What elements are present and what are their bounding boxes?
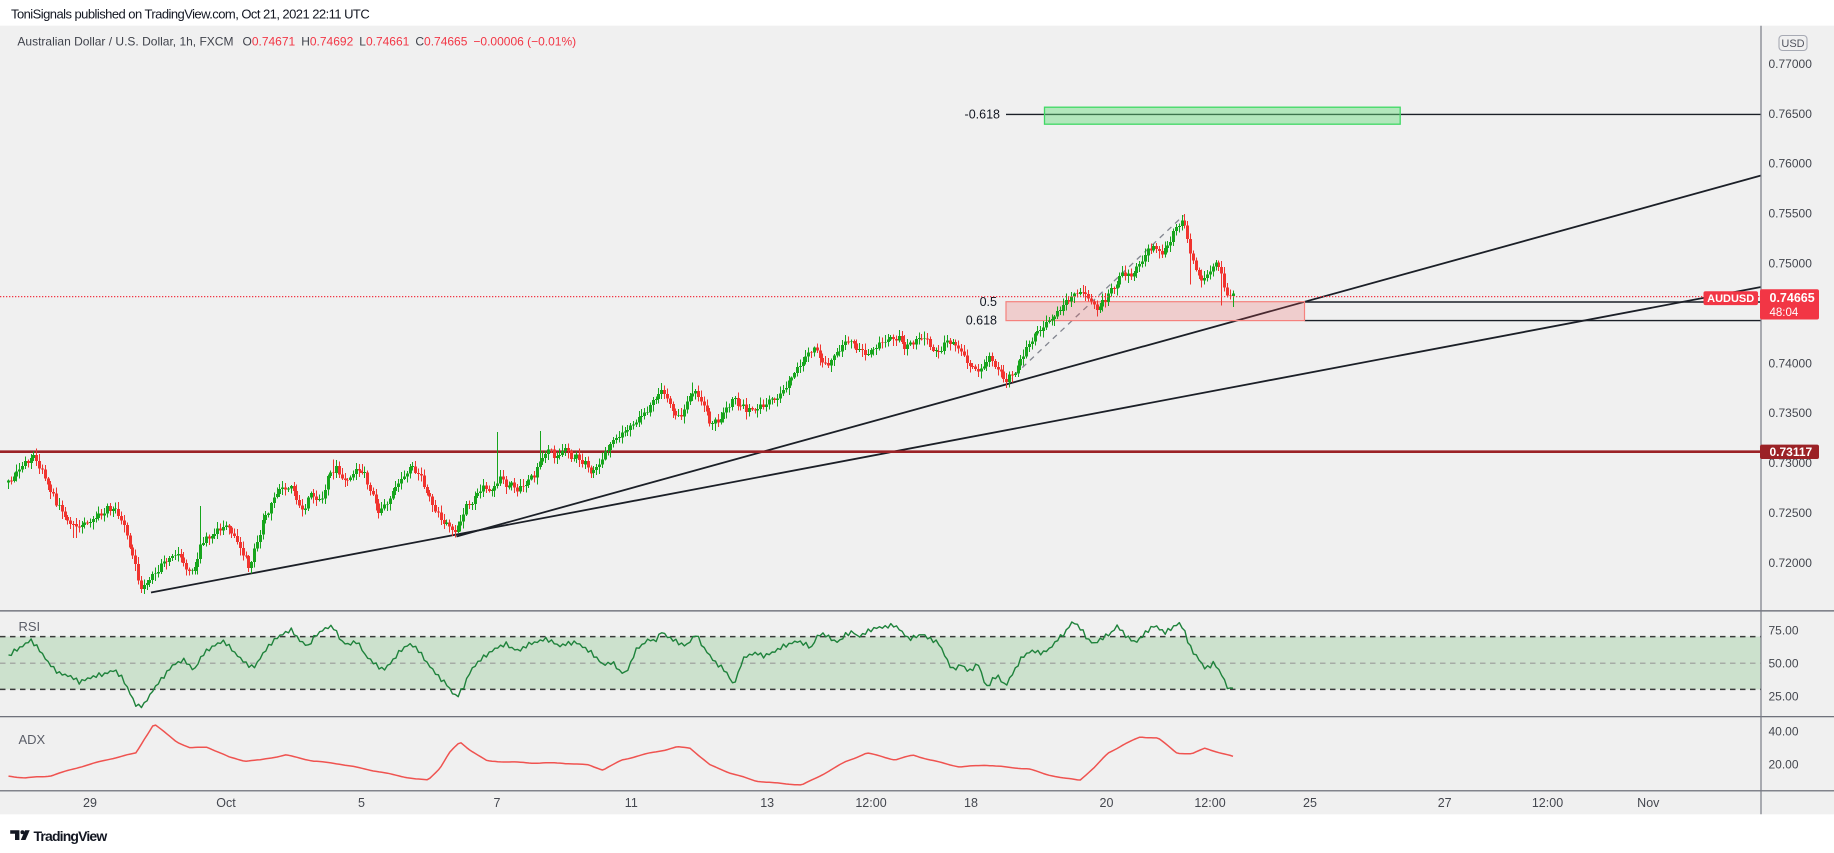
svg-text:5: 5 [358,796,365,810]
svg-text:Oct: Oct [216,796,236,810]
svg-text:0.5: 0.5 [980,295,997,309]
svg-text:Nov: Nov [1637,796,1660,810]
svg-text:25.00: 25.00 [1769,690,1799,704]
svg-text:0.73117: 0.73117 [1770,445,1813,459]
svg-text:0.76000: 0.76000 [1769,157,1813,171]
svg-text:48:04: 48:04 [1770,307,1799,319]
svg-text:27: 27 [1438,796,1452,810]
svg-text:20.00: 20.00 [1769,757,1799,771]
svg-text:0.75000: 0.75000 [1769,257,1813,271]
svg-text:TradingView: TradingView [34,828,108,844]
svg-text:75.00: 75.00 [1769,624,1799,638]
svg-text:0.73500: 0.73500 [1769,406,1813,420]
svg-text:0.74000: 0.74000 [1769,356,1813,370]
svg-text:18: 18 [964,796,978,810]
svg-text:0.76500: 0.76500 [1769,107,1813,121]
svg-text:-0.618: -0.618 [965,108,1000,122]
svg-text:12:00: 12:00 [855,796,886,810]
svg-text:40.00: 40.00 [1769,724,1799,738]
svg-text:0.77000: 0.77000 [1769,57,1813,71]
svg-text:20: 20 [1100,796,1114,810]
svg-text:13: 13 [760,796,774,810]
svg-text:0.72000: 0.72000 [1769,556,1813,570]
svg-text:ToniSignals published on Tradi: ToniSignals published on TradingView.com… [11,7,369,22]
svg-text:0.618: 0.618 [966,314,997,328]
svg-text:7: 7 [494,796,501,810]
svg-text:0.75500: 0.75500 [1769,207,1813,221]
svg-text:0.73000: 0.73000 [1769,456,1813,470]
svg-text:12:00: 12:00 [1532,796,1563,810]
svg-text:11: 11 [625,796,638,810]
svg-text:50.00: 50.00 [1769,657,1799,671]
svg-text:USD: USD [1781,38,1804,50]
svg-text:0.72500: 0.72500 [1769,506,1813,520]
svg-text:12:00: 12:00 [1194,796,1225,810]
svg-text:RSI: RSI [19,619,41,634]
svg-text:ADX: ADX [19,732,46,747]
svg-text:AUDUSD: AUDUSD [1707,293,1754,305]
svg-text:0.74665: 0.74665 [1770,291,1815,305]
svg-text:29: 29 [83,796,97,810]
svg-text:25: 25 [1303,796,1317,810]
